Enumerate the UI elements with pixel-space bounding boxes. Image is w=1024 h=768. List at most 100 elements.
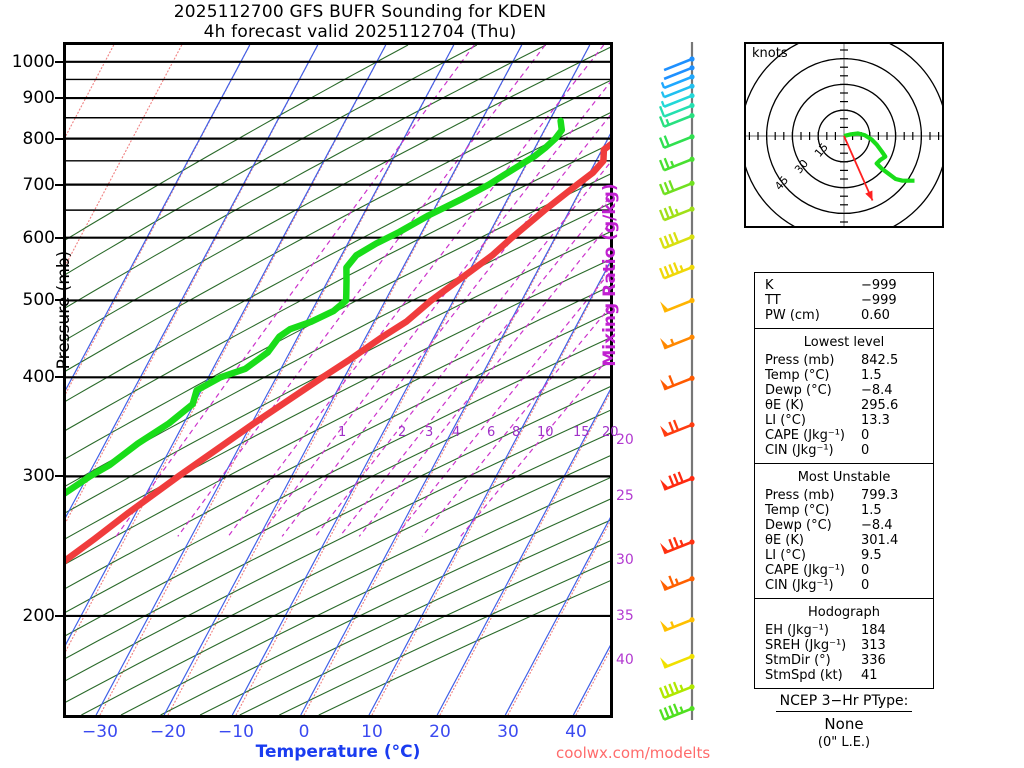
wind-barb (658, 134, 695, 150)
mixing-ratio-lines (115, 45, 610, 537)
pressure-tick-mark (55, 376, 64, 379)
stats-section-indices: K −999 TT −999 PW (cm) 0.60 (755, 273, 933, 329)
wind-barb (658, 156, 695, 172)
title-line-1: 2025112700 GFS BUFR Sounding for KDEN (173, 2, 547, 22)
most-unstable-key: Dewp (°C) (765, 518, 832, 533)
wind-barb (658, 231, 695, 250)
hodograph-stat-row: EH (Jkg⁻¹) 184 (755, 623, 933, 638)
most-unstable-key: θE (K) (765, 533, 804, 548)
ptype-heading: NCEP 3−Hr PType: (775, 693, 913, 712)
wind-barb (658, 703, 695, 721)
most-unstable-row: LI (°C) 9.5 (755, 548, 933, 563)
pressure-tick-600: 600 (22, 227, 55, 248)
hodograph-stat-value: 336 (861, 653, 886, 668)
stats-section-lowest-level: Lowest level Press (mb) 842.5 Temp (°C) 1.5… (755, 329, 933, 464)
wind-barb (660, 297, 695, 313)
most-unstable-key: CIN (Jkg⁻¹) (765, 578, 834, 593)
most-unstable-row: Temp (°C) 1.5 (755, 503, 933, 518)
wind-barb-column (630, 36, 720, 726)
pressure-axis: 1000 900 800 700 600 500 400 300 200 (0, 0, 64, 768)
chart-title: 2025112700 GFS BUFR Sounding for KDEN 4h… (0, 2, 720, 42)
most-unstable-value: 1.5 (861, 503, 882, 518)
lowest-level-value: −8.4 (861, 383, 893, 398)
lowest-level-row: CIN (Jkg⁻¹) 0 (755, 443, 933, 458)
pressure-tick-300: 300 (22, 466, 55, 487)
most-unstable-value: 0 (861, 563, 870, 578)
index-row: TT −999 (755, 293, 933, 308)
hodograph-stat-key: SREH (Jkg⁻¹) (765, 638, 847, 653)
lowest-level-key: LI (°C) (765, 413, 806, 428)
title-line-2: 4h forecast valid 2025112704 (Thu) (203, 22, 517, 42)
most-unstable-row: CAPE (Jkg⁻¹) 0 (755, 563, 933, 578)
hodograph-panel[interactable]: 15 30 45 (740, 32, 948, 240)
wind-barb (660, 74, 695, 90)
temperature-tick--10: −10 (218, 722, 254, 742)
hodograph-trace (843, 131, 915, 183)
storm-motion-arrowhead (865, 190, 873, 201)
wind-barb (660, 575, 695, 591)
lowest-level-key: θE (K) (765, 398, 804, 413)
pressure-tick-900: 900 (22, 88, 55, 109)
wind-barb (658, 205, 695, 222)
most-unstable-row: θE (K) 301.4 (755, 533, 933, 548)
pressure-tick-mark (55, 183, 64, 186)
lowest-level-value: 1.5 (861, 368, 882, 383)
lowest-level-row: LI (°C) 13.3 (755, 413, 933, 428)
wind-barb (663, 65, 695, 81)
hodograph-stats-heading: Hodograph (808, 605, 880, 620)
pressure-axis-label: Pressure (mb) (54, 250, 74, 370)
skewt-diagram[interactable] (63, 42, 613, 718)
index-key: TT (765, 293, 781, 308)
wind-barb (660, 653, 695, 669)
wind-barb (658, 179, 695, 196)
temperature-tick--30: −30 (82, 722, 118, 742)
hodograph-stat-row: StmDir (°) 336 (755, 653, 933, 668)
most-unstable-row: Dewp (°C) −8.4 (755, 518, 933, 533)
lowest-level-value: 842.5 (861, 353, 899, 368)
most-unstable-key: Temp (°C) (765, 503, 830, 518)
wind-barb (663, 56, 695, 72)
pressure-tick-mark (55, 299, 64, 302)
stats-section-hodograph: Hodograph EH (Jkg⁻¹) 184 SREH (Jkg⁻¹) 313 St… (755, 599, 933, 688)
pressure-tick-700: 700 (22, 174, 55, 195)
lowest-level-value: 295.6 (861, 398, 899, 413)
pressure-tick-800: 800 (22, 128, 55, 149)
pressure-tick-mark (55, 236, 64, 239)
wind-barb (658, 681, 695, 700)
wind-barb (658, 113, 695, 128)
temperature-profile (66, 141, 610, 564)
lowest-level-row: Press (mb) 842.5 (755, 353, 933, 368)
skewt-plot-area (66, 45, 610, 715)
temperature-tick--20: −20 (150, 722, 186, 742)
lowest-level-key: Temp (°C) (765, 368, 830, 383)
wind-barb-plot (658, 42, 695, 721)
most-unstable-value: 301.4 (861, 533, 899, 548)
wind-barb (660, 83, 695, 99)
hodograph-stat-key: EH (Jkg⁻¹) (765, 623, 829, 638)
hodograph-stat-row: StmSpd (kt) 41 (755, 668, 933, 683)
ptype-footer: NCEP 3−Hr PType: None (0" L.E.) (744, 690, 944, 750)
index-value: 0.60 (861, 308, 890, 323)
lowest-level-row: CAPE (Jkg⁻¹) 0 (755, 428, 933, 443)
lowest-level-key: CAPE (Jkg⁻¹) (765, 428, 845, 443)
hodograph-units-label: knots (752, 46, 788, 61)
pressure-tick-400: 400 (22, 367, 55, 388)
ptype-value: None (824, 715, 864, 733)
most-unstable-value: 9.5 (861, 548, 882, 563)
temperature-tick-30: 30 (497, 722, 519, 742)
lowest-level-key: Dewp (°C) (765, 383, 832, 398)
pressure-tick-500: 500 (22, 290, 55, 311)
lowest-level-row: Temp (°C) 1.5 (755, 368, 933, 383)
index-row: K −999 (755, 278, 933, 293)
hodograph-stat-value: 41 (861, 668, 878, 683)
most-unstable-value: 799.3 (861, 488, 899, 503)
lowest-level-row: Dewp (°C) −8.4 (755, 383, 933, 398)
lowest-level-key: Press (mb) (765, 353, 835, 368)
temperature-axis-label: Temperature (°C) (255, 742, 421, 762)
wind-barb (660, 419, 695, 438)
hodograph-stat-value: 184 (861, 623, 886, 638)
dry-adiabat-lines (66, 45, 610, 715)
hodograph-stat-row: SREH (Jkg⁻¹) 313 (755, 638, 933, 653)
lowest-level-row: θE (K) 295.6 (755, 398, 933, 413)
